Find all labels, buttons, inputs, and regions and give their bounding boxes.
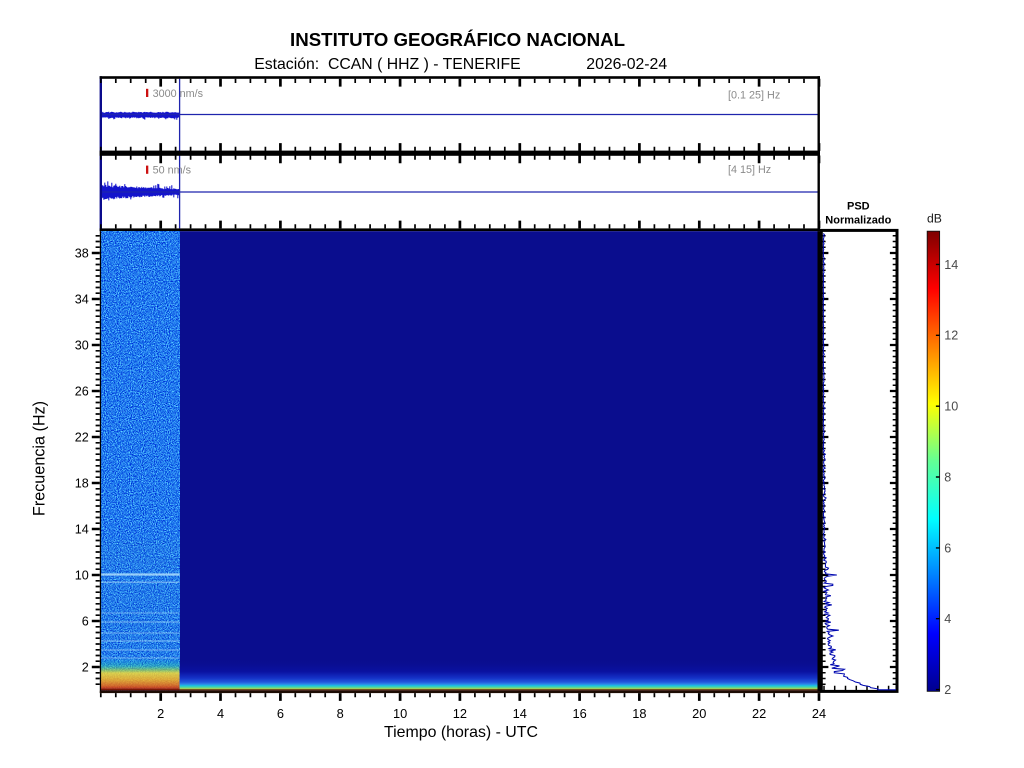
- svg-text:38: 38: [75, 247, 89, 261]
- svg-text:8: 8: [337, 706, 344, 721]
- svg-text:24: 24: [812, 706, 826, 721]
- svg-text:50 nm/s: 50 nm/s: [153, 165, 192, 177]
- svg-text:12: 12: [944, 329, 958, 343]
- svg-text:Normalizado: Normalizado: [825, 215, 891, 227]
- svg-text:PSD: PSD: [847, 201, 870, 213]
- svg-text:14: 14: [75, 523, 89, 537]
- svg-text:4: 4: [217, 706, 224, 721]
- svg-text:dB: dB: [927, 212, 942, 226]
- svg-text:14: 14: [944, 258, 958, 272]
- svg-text:6: 6: [277, 706, 284, 721]
- svg-text:14: 14: [513, 706, 527, 721]
- svg-text:20: 20: [692, 706, 706, 721]
- svg-text:3000 nm/s: 3000 nm/s: [153, 88, 204, 100]
- svg-text:10: 10: [393, 706, 407, 721]
- svg-text:2: 2: [944, 683, 951, 697]
- svg-text:18: 18: [75, 477, 89, 491]
- svg-text:22: 22: [75, 431, 89, 445]
- svg-text:Tiempo (horas) - UTC: Tiempo (horas) - UTC: [384, 724, 538, 741]
- svg-text:16: 16: [572, 706, 586, 721]
- svg-text:30: 30: [75, 339, 89, 353]
- svg-text:12: 12: [453, 706, 467, 721]
- svg-text:2026-02-24: 2026-02-24: [586, 56, 667, 73]
- svg-text:Estación: CCAN ( HHZ ) - TENE: Estación: CCAN ( HHZ ) - TENERIFE: [254, 56, 521, 73]
- svg-text:[0.1 25] Hz: [0.1 25] Hz: [728, 90, 780, 102]
- svg-text:6: 6: [82, 615, 89, 629]
- svg-text:10: 10: [75, 569, 89, 583]
- svg-text:18: 18: [632, 706, 646, 721]
- svg-text:INSTITUTO GEOGRÁFICO NACIONAL: INSTITUTO GEOGRÁFICO NACIONAL: [290, 29, 625, 50]
- svg-text:10: 10: [944, 400, 958, 414]
- svg-text:22: 22: [752, 706, 766, 721]
- svg-text:Frecuencia (Hz): Frecuencia (Hz): [31, 401, 49, 516]
- svg-text:6: 6: [944, 541, 951, 555]
- svg-text:34: 34: [75, 293, 89, 307]
- svg-text:2: 2: [157, 706, 164, 721]
- svg-text:[4 15] Hz: [4 15] Hz: [728, 164, 771, 176]
- svg-text:26: 26: [75, 385, 89, 399]
- svg-text:4: 4: [944, 612, 951, 626]
- svg-text:8: 8: [944, 470, 951, 484]
- svg-text:2: 2: [82, 661, 89, 675]
